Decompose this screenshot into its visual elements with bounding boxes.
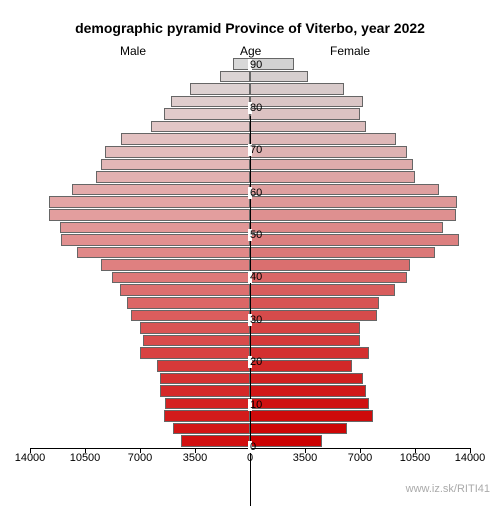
bar-male xyxy=(127,297,250,309)
bar-male xyxy=(60,222,250,234)
bar-male xyxy=(131,310,250,322)
bar-male xyxy=(72,184,250,196)
bar-female xyxy=(250,209,456,221)
bar-male xyxy=(61,234,250,246)
y-tick-label: 10 xyxy=(248,399,252,411)
x-tick-label: 3500 xyxy=(183,452,207,464)
bar-male xyxy=(171,96,250,108)
y-tick-label: 0 xyxy=(248,441,252,453)
bar-male xyxy=(160,373,250,385)
bar-female xyxy=(250,159,413,171)
bar-female xyxy=(250,133,396,145)
bar-male xyxy=(157,360,250,372)
bar-female xyxy=(250,234,459,246)
bar-row xyxy=(30,71,470,83)
bar-male xyxy=(160,385,250,397)
population-pyramid-chart: demographic pyramid Province of Viterbo,… xyxy=(0,0,500,500)
watermark: www.iz.sk/RITI41 xyxy=(406,483,490,495)
bar-female xyxy=(250,146,407,158)
bar-male xyxy=(181,435,250,447)
bar-female xyxy=(250,71,308,83)
x-tick-label: 14000 xyxy=(15,452,46,464)
bar-male xyxy=(140,322,250,334)
bar-male xyxy=(101,259,250,271)
y-tick-label: 30 xyxy=(248,314,252,326)
x-tick-label: 14000 xyxy=(455,452,486,464)
bar-female xyxy=(250,423,347,435)
plot-area: 0102030405060708090 xyxy=(30,58,470,448)
y-tick-label: 80 xyxy=(248,102,252,114)
y-tick-label: 60 xyxy=(248,187,252,199)
bar-male xyxy=(140,347,250,359)
bar-female xyxy=(250,435,322,447)
bar-female xyxy=(250,121,366,133)
bar-male xyxy=(164,108,250,120)
bar-male xyxy=(220,71,250,83)
bar-male xyxy=(121,133,250,145)
bar-male xyxy=(49,196,250,208)
bar-male xyxy=(77,247,250,259)
bar-male xyxy=(96,171,250,183)
bar-male xyxy=(120,284,250,296)
bar-female xyxy=(250,347,369,359)
y-tick-label: 90 xyxy=(248,59,252,71)
bar-male xyxy=(164,410,250,422)
x-tick-label: 10500 xyxy=(70,452,101,464)
bar-male xyxy=(151,121,250,133)
chart-title: demographic pyramid Province of Viterbo,… xyxy=(0,20,500,36)
bar-male xyxy=(190,83,250,95)
bar-female xyxy=(250,259,410,271)
bar-female xyxy=(250,108,360,120)
bar-female xyxy=(250,247,435,259)
bar-female xyxy=(250,322,360,334)
bar-male xyxy=(173,423,250,435)
bar-female xyxy=(250,222,443,234)
bar-female xyxy=(250,310,377,322)
bar-male xyxy=(105,146,250,158)
bar-female xyxy=(250,171,415,183)
bar-female xyxy=(250,373,363,385)
y-tick-label: 50 xyxy=(248,229,252,241)
y-tick-label: 40 xyxy=(248,271,252,283)
bar-female xyxy=(250,297,379,309)
x-tick-label: 7000 xyxy=(128,452,152,464)
age-label: Age xyxy=(240,44,261,58)
bar-female xyxy=(250,83,344,95)
male-label: Male xyxy=(120,44,146,58)
bar-female xyxy=(250,410,373,422)
bar-row xyxy=(30,83,470,95)
bar-female xyxy=(250,184,439,196)
x-tick-label: 10500 xyxy=(400,452,431,464)
bar-male xyxy=(112,272,250,284)
bar-male xyxy=(143,335,250,347)
bar-male xyxy=(101,159,250,171)
x-tick-label: 7000 xyxy=(348,452,372,464)
bar-female xyxy=(250,284,395,296)
female-label: Female xyxy=(330,44,370,58)
bar-female xyxy=(250,196,457,208)
bar-female xyxy=(250,272,407,284)
bar-female xyxy=(250,385,366,397)
y-tick-label: 70 xyxy=(248,144,252,156)
bar-female xyxy=(250,96,363,108)
x-tick-label: 3500 xyxy=(293,452,317,464)
bar-female xyxy=(250,398,369,410)
y-tick-label: 20 xyxy=(248,356,252,368)
bar-male xyxy=(49,209,250,221)
bar-male xyxy=(165,398,250,410)
bar-female xyxy=(250,360,352,372)
bar-female xyxy=(250,335,360,347)
